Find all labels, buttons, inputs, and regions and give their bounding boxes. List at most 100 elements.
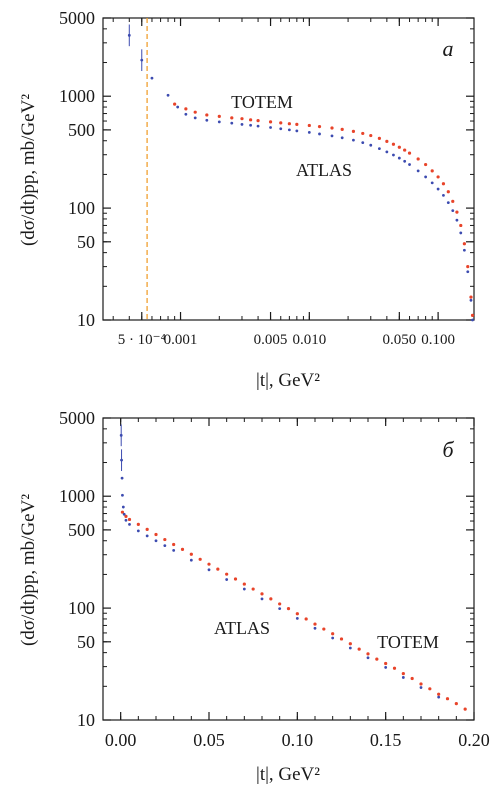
data-point-totem [295,612,299,616]
data-point-totem [410,676,414,681]
annotation-totem-a: TOTEM [231,92,293,112]
data-point-totem [451,199,455,203]
data-point-atlas [430,181,434,185]
data-point-totem [416,157,420,161]
x-axis-label-b: |t|, GeV² [256,764,320,785]
data-point-totem [469,295,473,299]
data-point-atlas [269,126,272,129]
data-point-totem [124,514,128,519]
data-point-atlas [240,122,244,126]
data-point-atlas [361,141,365,144]
data-point-atlas [279,127,283,131]
data-point-atlas [172,548,176,552]
data-point-totem [205,113,209,117]
data-point-totem [180,547,185,551]
data-point-totem [441,182,446,186]
annotation-atlas-a: ATLAS [296,160,352,180]
data-point-atlas [318,132,321,136]
data-point-totem [348,642,352,646]
data-point-atlas [150,76,154,80]
y-tick-label: 5000 [59,408,95,428]
data-point-atlas [260,597,264,601]
y-tick-label: 1000 [59,86,95,106]
data-point-atlas [295,616,299,620]
data-point-atlas [256,124,260,128]
data-point-totem [136,522,140,526]
data-point-totem [216,567,220,571]
x-tick-label: 0.005 [254,332,288,348]
data-point-atlas [120,476,124,480]
data-point-totem [366,652,370,656]
data-point-totem [225,572,229,576]
data-point-atlas [128,522,131,526]
data-point-totem [251,587,255,591]
data-point-atlas [145,534,149,538]
y-axis-label-b: (dσ/dt)pp, mb/GeV² [18,494,39,646]
data-point-atlas [176,105,180,109]
annotation-atlas-b: ATLAS [214,618,270,638]
data-point-totem [295,122,299,126]
data-point-totem [163,537,167,542]
panel-label-b: б [442,437,454,462]
y-tick-label: 5000 [59,8,95,28]
chart-panel-b: 10 50 100 500 1000 5000 0.00 0.05 0.10 0.15 0.20 б… [0,400,495,791]
y-tick-label: 10 [77,710,95,730]
data-point-atlas [419,686,423,689]
x-tick-label: 0.100 [421,332,455,348]
marks-a [127,18,475,322]
data-point-totem [317,125,322,129]
chart-panel-a: 10 50 100 500 1000 5000 5 · 10⁻⁴ 0.001 0.005 0.01… [18,8,475,391]
x-tick-label: 0.050 [382,332,416,348]
data-point-totem [428,687,432,691]
data-point-totem [260,592,264,596]
marks-b [119,424,467,711]
plot-frame [102,417,475,721]
x-tick-label: 0.010 [292,332,326,348]
data-point-totem [446,190,450,194]
data-point-atlas [348,646,352,650]
data-point-totem [184,107,188,111]
data-point-totem [361,131,365,136]
data-point-atlas [369,143,373,147]
data-point-atlas [377,147,381,151]
data-point-atlas [287,128,291,132]
data-point-totem [240,117,244,121]
data-point-atlas [403,159,407,163]
y-tick-label: 100 [68,598,95,618]
series-atlas [127,24,474,322]
data-point-atlas [121,493,124,497]
data-point-totem [120,510,125,514]
data-point-totem [279,121,283,125]
data-point-totem [403,148,407,152]
data-point-totem [256,119,260,123]
data-point-totem [304,617,308,621]
data-point-totem [127,517,132,522]
data-point-atlas [446,201,450,204]
data-point-totem [154,532,158,537]
data-point-totem [419,682,423,686]
annotation-totem-b: TOTEM [377,632,439,652]
series-atlas [119,424,441,699]
data-point-atlas [401,676,405,679]
x-tick-label: 0.20 [458,730,490,750]
data-point-atlas [466,270,470,274]
data-point-atlas [307,130,311,134]
data-point-totem [189,552,193,556]
y-tick-label: 1000 [59,486,95,506]
x-tick-label: 0.10 [282,730,314,750]
data-point-totem [198,557,202,561]
y-axis-label-a: (dσ/dt)pp, mb/GeV² [18,94,39,246]
y-tick-label: 50 [77,632,95,652]
data-point-totem [459,223,463,228]
data-point-totem [286,606,291,611]
data-point-totem [466,265,470,269]
data-point-atlas [436,187,440,191]
data-point-atlas [163,544,167,547]
data-point-atlas [278,607,282,610]
data-point-totem [454,702,458,706]
data-point-atlas [295,129,299,133]
data-point-totem [436,175,440,179]
data-point-totem [430,169,434,173]
data-point-atlas [397,156,401,160]
data-point-totem [463,707,467,711]
